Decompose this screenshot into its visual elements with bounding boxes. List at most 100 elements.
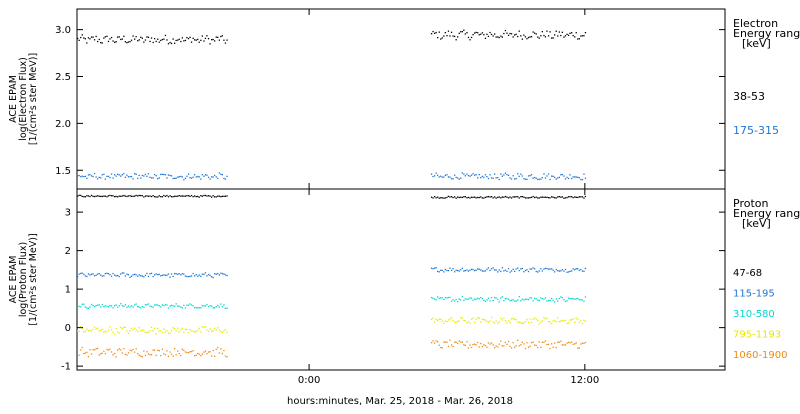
proton-point [506, 343, 508, 345]
proton-point [177, 195, 179, 197]
proton-point [466, 322, 468, 324]
proton-point [447, 195, 450, 197]
electron-point [444, 32, 446, 34]
proton-point [212, 307, 214, 309]
electron-point [124, 41, 126, 43]
proton-point [447, 345, 450, 347]
proton-point [124, 326, 126, 328]
proton-point [114, 274, 116, 276]
electron-point [161, 173, 163, 175]
proton-point [446, 341, 448, 343]
proton-point [104, 353, 106, 355]
proton-point [554, 342, 556, 344]
electron-legend-title: [keV] [742, 37, 771, 50]
proton-point [503, 317, 505, 319]
proton-point [432, 197, 434, 199]
electron-point [78, 39, 80, 41]
proton-point [158, 330, 160, 332]
electron-legend-title: Electron [733, 17, 778, 30]
proton-point [126, 195, 128, 198]
proton-point [181, 273, 183, 275]
proton-point [472, 317, 474, 319]
electron-point [434, 175, 436, 177]
proton-point [86, 307, 88, 309]
electron-point [578, 38, 580, 40]
proton-point [555, 298, 557, 300]
proton-point [455, 269, 457, 271]
proton-point [170, 273, 173, 275]
proton-point [214, 327, 216, 329]
proton-point [175, 303, 177, 305]
proton-point [226, 356, 228, 358]
electron-point [201, 35, 203, 37]
proton-point [184, 195, 187, 197]
proton-point [86, 275, 88, 278]
proton-point [117, 274, 119, 277]
proton-point [524, 269, 527, 272]
proton-point [106, 305, 108, 308]
proton-point [197, 195, 199, 198]
electron-point [438, 176, 440, 178]
proton-point [435, 267, 437, 269]
proton-point [441, 297, 443, 299]
proton-point [549, 347, 551, 350]
electron-point [163, 173, 165, 176]
electron-point [435, 31, 437, 34]
proton-point [444, 341, 446, 343]
proton-point [110, 195, 113, 197]
proton-point [500, 297, 502, 299]
proton-point [517, 267, 519, 269]
proton-point [497, 298, 499, 301]
proton-point [150, 326, 153, 328]
proton-point [501, 196, 503, 198]
proton-point [170, 353, 173, 355]
proton-point [529, 297, 531, 299]
proton-point [92, 273, 94, 275]
electron-point [197, 175, 199, 178]
proton-point [457, 269, 459, 272]
proton-point [155, 333, 157, 335]
proton-point [470, 196, 473, 198]
electron-point [558, 176, 560, 178]
proton-point [132, 348, 134, 351]
proton-point [98, 273, 100, 275]
electron-point [192, 176, 194, 178]
proton-point [583, 319, 585, 321]
proton-point [180, 354, 182, 357]
proton-point [561, 196, 563, 198]
proton-point [551, 343, 553, 345]
electron-point [181, 37, 183, 39]
electron-point [112, 177, 114, 179]
electron-point [135, 36, 137, 38]
proton-point [192, 196, 194, 198]
electron-point [169, 41, 171, 44]
proton-point [449, 296, 451, 299]
proton-point [512, 318, 514, 320]
electron-point [100, 42, 102, 44]
proton-point [575, 196, 577, 198]
proton-point [215, 348, 217, 350]
proton-point [487, 297, 490, 299]
proton-point [200, 195, 202, 197]
proton-point [440, 346, 442, 349]
proton-point [157, 274, 159, 276]
proton-point [117, 306, 119, 308]
proton-point [123, 348, 125, 350]
proton-point [212, 195, 214, 197]
proton-point [452, 268, 454, 270]
electron-point [78, 174, 80, 177]
proton-point [186, 328, 188, 331]
proton-point [530, 297, 533, 299]
proton-point [147, 303, 150, 305]
proton-point [212, 349, 214, 352]
proton-point [530, 321, 533, 323]
proton-point [437, 319, 439, 322]
proton-point [194, 195, 196, 197]
electron-point [460, 31, 462, 33]
proton-point [572, 268, 574, 270]
proton-point [183, 195, 185, 197]
proton-point [112, 195, 114, 197]
proton-point [86, 351, 88, 353]
proton-point [211, 355, 213, 357]
proton-point [154, 304, 156, 306]
